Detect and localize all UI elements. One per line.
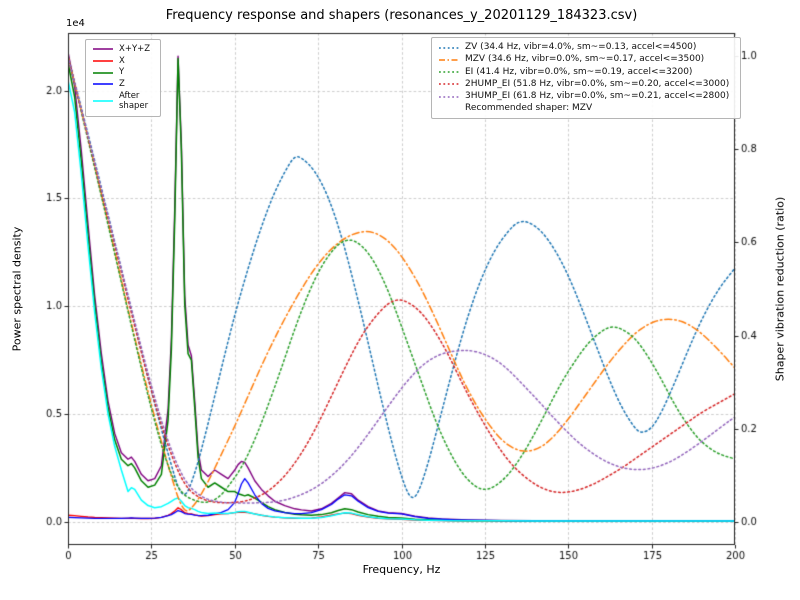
legend-line-sample <box>93 83 113 85</box>
legend-item-label: Z <box>119 78 125 89</box>
legend-line-sample <box>439 95 459 98</box>
legend-line-sample <box>439 83 459 86</box>
legend-item-label: X <box>119 55 125 66</box>
legend-item-label: X+Y+Z <box>119 44 151 54</box>
legend-item: Z <box>92 79 154 90</box>
recommended-shaper-text: Recommended shaper: MZV <box>465 103 593 114</box>
legend-line-sample <box>439 71 459 73</box>
legend-item: After shaper <box>92 91 154 112</box>
legend-line-sample <box>439 59 459 61</box>
legend-item-label: Y <box>119 67 125 78</box>
y-axis-offset-text: 1e4 <box>66 18 85 29</box>
legend-item: EI (41.4 Hz, vibr=0.0%, sm~=0.19, accel<… <box>438 67 734 78</box>
legend-line-sample <box>93 48 113 51</box>
legend-psd: X+Y+Z X Y Z After shaper <box>85 39 161 117</box>
legend-shapers-items: ZV (34.4 Hz, vibr=4.0%, sm~=0.13, accel<… <box>438 42 734 102</box>
legend-item-label: 3HUMP_EI (61.8 Hz, vibr=0.0%, sm~=0.21, … <box>465 91 730 101</box>
legend-item: 2HUMP_EI (51.8 Hz, vibr=0.0%, sm~=0.20, … <box>438 79 734 90</box>
legend-item: ZV (34.4 Hz, vibr=4.0%, sm~=0.13, accel<… <box>438 42 734 53</box>
legend-item: 3HUMP_EI (61.8 Hz, vibr=0.0%, sm~=0.21, … <box>438 91 734 102</box>
legend-item-label: EI (41.4 Hz, vibr=0.0%, sm~=0.19, accel<… <box>465 66 693 77</box>
legend-item: X+Y+Z <box>92 44 154 55</box>
legend-shapers: ZV (34.4 Hz, vibr=4.0%, sm~=0.13, accel<… <box>431 37 741 119</box>
y-axis-label-right: Shaper vibration reduction (ratio) <box>773 196 787 382</box>
x-axis-label: Frequency, Hz <box>362 563 441 576</box>
legend-item-label: MZV (34.6 Hz, vibr=0.0%, sm~=0.17, accel… <box>465 54 705 65</box>
legend-line-sample <box>93 60 113 62</box>
legend-item: MZV (34.6 Hz, vibr=0.0%, sm~=0.17, accel… <box>438 54 734 65</box>
legend-item: X <box>92 56 154 67</box>
legend-line-sample <box>439 46 459 49</box>
legend-item: Y <box>92 67 154 78</box>
legend-item-label: 2HUMP_EI (51.8 Hz, vibr=0.0%, sm~=0.20, … <box>465 78 730 89</box>
y-axis-label-left: Power spectral density <box>10 226 24 352</box>
chart-title: Frequency response and shapers (resonanc… <box>165 8 638 23</box>
legend-item-label: After shaper <box>119 90 149 112</box>
legend-line-sample <box>93 71 113 74</box>
legend-item-label: ZV (34.4 Hz, vibr=4.0%, sm~=0.13, accel<… <box>465 42 697 52</box>
legend-line-sample <box>93 100 113 102</box>
